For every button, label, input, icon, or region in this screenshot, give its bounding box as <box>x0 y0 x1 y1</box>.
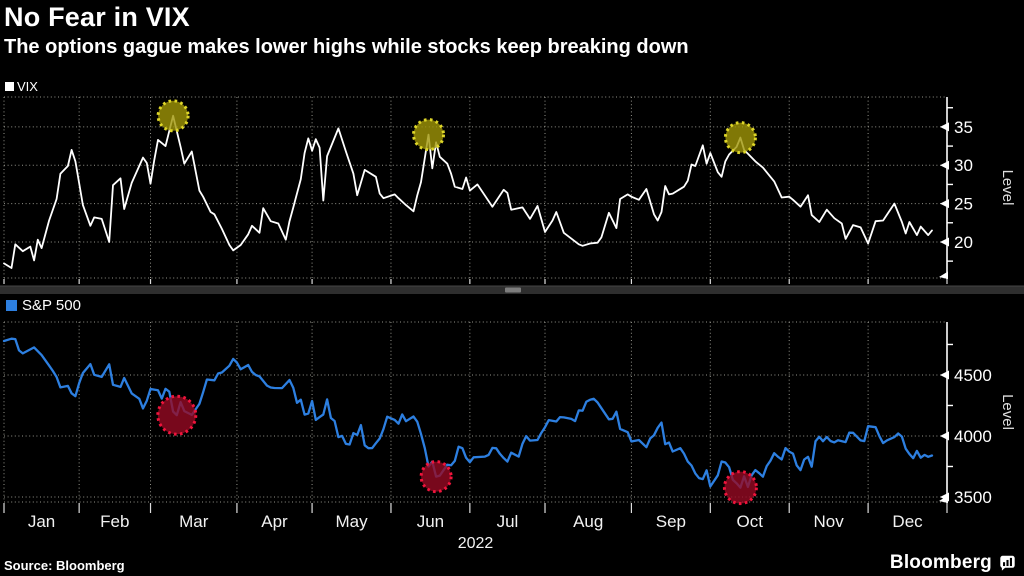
month-label: Jan <box>28 512 55 531</box>
year-label: 2022 <box>458 535 494 552</box>
y-major-tick <box>940 237 949 247</box>
spx-legend: S&P 500 <box>6 297 81 314</box>
vix-highlight-marker <box>412 118 445 152</box>
y-tick-label: 3500 <box>954 488 992 507</box>
chart-subtitle: The options gague makes lower highs whil… <box>4 36 689 58</box>
y-tick-label: 35 <box>954 118 973 137</box>
month-label: Sep <box>656 512 686 531</box>
vix-legend-swatch <box>5 82 14 91</box>
bloomberg-terminal-icon <box>1000 555 1015 571</box>
month-label: May <box>335 512 368 531</box>
source-text: Source: Bloomberg <box>4 558 125 573</box>
month-label: Dec <box>892 512 923 531</box>
spx-highlight-marker <box>419 460 453 494</box>
spx-highlight-marker <box>722 470 758 506</box>
y-tick-label: 30 <box>954 156 973 175</box>
spx-highlight-marker <box>156 394 198 436</box>
vix-plot: 35 30 25 20 Level <box>3 96 1016 284</box>
vix-highlight-marker <box>156 99 190 133</box>
chart-title: No Fear in VIX <box>4 2 190 32</box>
month-label: Feb <box>100 512 129 531</box>
vix-highlight-marker <box>723 121 757 155</box>
y-major-tick <box>940 492 949 502</box>
y-tick-label: 25 <box>954 195 973 214</box>
bloomberg-logo: Bloomberg <box>890 552 1016 574</box>
scrollbar-thumb[interactable] <box>505 287 521 293</box>
spx-y-axis-title: Level <box>999 394 1016 430</box>
vix-legend: VIX <box>5 79 38 94</box>
y-tick-label: 4500 <box>954 366 992 385</box>
y-major-tick <box>940 160 949 170</box>
month-label: Mar <box>179 512 209 531</box>
month-label: Jun <box>417 512 444 531</box>
bloomberg-wordmark: Bloomberg <box>889 552 992 573</box>
month-label: Jul <box>497 512 519 531</box>
y-tick-label: 4000 <box>954 427 992 446</box>
month-label: Aug <box>573 512 603 531</box>
vix-line <box>3 114 933 269</box>
spx-legend-swatch <box>6 300 17 311</box>
y-tick-label: 20 <box>954 233 973 252</box>
spx-legend-label: S&P 500 <box>22 297 81 314</box>
month-label: Oct <box>737 512 764 531</box>
y-major-tick <box>940 370 949 380</box>
spx-plot: 4500 4000 3500 Level Jan Feb Mar Apr May Jun Jul Au… <box>2 321 1016 552</box>
month-label: Apr <box>261 512 288 531</box>
y-major-tick <box>940 122 949 132</box>
vix-legend-label: VIX <box>17 79 38 94</box>
y-major-tick <box>940 431 949 441</box>
vix-y-axis-title: Level <box>999 170 1016 206</box>
month-label: Nov <box>814 512 845 531</box>
spx-line <box>2 337 934 489</box>
y-major-tick <box>940 199 949 209</box>
y-axis-end-arrow <box>939 271 948 279</box>
